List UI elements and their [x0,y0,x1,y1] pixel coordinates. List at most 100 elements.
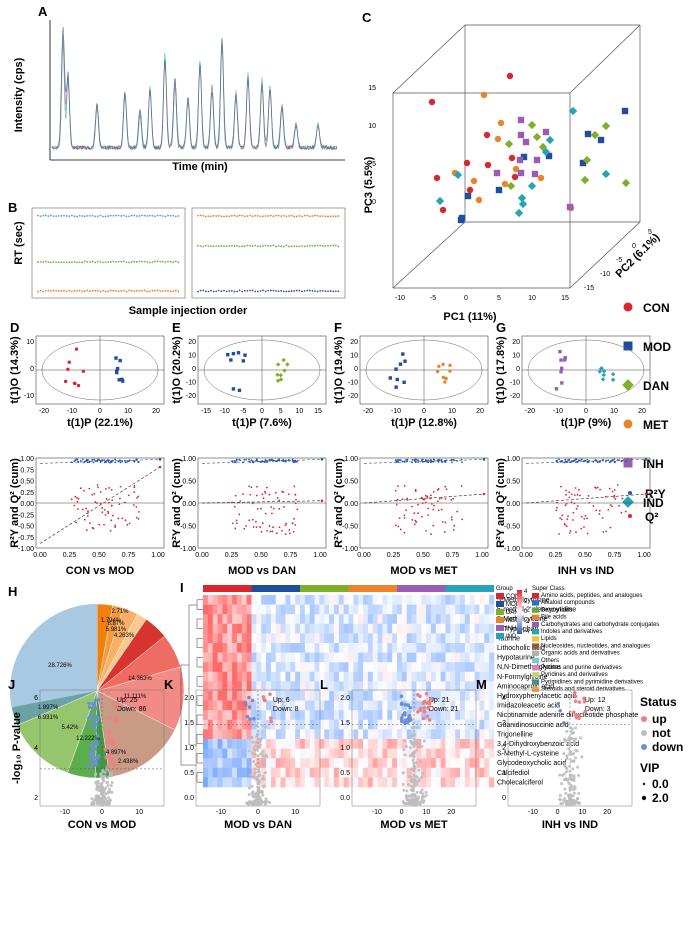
q2-point [421,502,424,505]
r2y-point [432,460,435,463]
rt-point [238,245,241,248]
y-tick: 0 [354,366,358,373]
heatmap-cell [416,758,422,769]
heatmap-cell [285,604,291,615]
heatmap-cell [435,652,441,663]
heatmap-cell [382,652,388,663]
q2-point [126,523,129,526]
rt-point [321,215,324,217]
r2y-point [75,458,78,461]
volcano-point-down [93,728,98,733]
heatmap-cell [377,739,383,749]
q2-regression [201,500,323,504]
heatmap-cell [304,595,310,605]
heatmap-cell [445,758,451,769]
heatmap-cell [387,623,393,634]
rt-point [275,214,277,217]
rt-point [159,214,162,217]
x-tick: -10 [60,809,70,816]
heatmap-cell [236,681,243,692]
heatmap-cell [440,662,446,673]
heatmap-cell [207,662,213,673]
volcano-point-not [108,787,112,791]
heatmap-cell [266,633,272,644]
q2-point [271,530,274,533]
heatmap-cell [256,623,262,634]
heatmap-cell [401,691,407,701]
rt-point [47,289,50,292]
volcano-point-up [103,747,108,752]
heatmap-cell [314,652,320,663]
heatmap-cell [275,691,281,701]
x-tick: 10 [448,408,456,415]
q2-point [284,524,287,527]
heatmap-cell [421,691,427,701]
r2y-point [573,459,576,462]
y-tick: 1.0 [340,745,350,752]
heatmap-cell [275,719,281,730]
r2y-point [284,459,287,462]
heatmap-cell [217,758,223,769]
q2-point [598,509,601,512]
rt-point [148,261,151,264]
heatmap-cell [266,758,272,769]
heatmap-cell [469,767,475,778]
r2y-point [461,461,463,464]
q2-point [430,503,433,505]
rt-point [228,215,231,218]
heatmap-cell [280,643,286,653]
heatmap-cell [440,643,446,653]
r2y-point [291,460,294,462]
heatmap-cell [266,729,272,740]
heatmap-cell [319,595,325,605]
rt-point [233,244,236,247]
volcano-point-down [403,703,408,707]
volcano-point-down [96,697,101,702]
superclass-item: Nucleosides, nucleotides, and analogues [541,643,650,649]
heatmap-cell [280,758,286,769]
heatmap-cell [406,777,412,788]
y-tick: -0.75 [18,535,34,542]
heatmap-cell [217,691,223,701]
panel-letter: J [8,677,15,692]
comparison-title: MOD vs DAN [228,565,296,577]
y-axis-label: RT (sec) [13,221,25,265]
vip-label: 2.0 [652,791,669,805]
heatmap-cell [304,758,310,769]
heatmap-cell [435,681,441,692]
heatmap-cell [358,671,364,682]
volcano-point-not [107,801,111,805]
q2-point [406,498,409,501]
chromatogram-trace [51,26,338,151]
rt-point [285,290,288,293]
heatmap-cell [295,777,301,788]
perm-panel-e: R²Y and Q² (cum) 1.000.500.00-0.50-1.000.… [171,456,327,577]
heatmap-cell [450,614,456,625]
pca-point-dan [590,130,600,140]
heatmap-cell [440,758,446,769]
heatmap-cell [338,681,344,692]
heatmap-cell [397,739,403,749]
volcano-point-not [403,739,407,743]
heatmap-cell [406,767,412,778]
heatmap-cell [469,748,475,759]
heatmap-cell [469,662,475,673]
heatmap-cell [227,633,233,644]
q2-point [79,487,82,490]
q2-point [110,519,113,522]
heatmap-cell [363,652,369,663]
heatmap-cell [295,662,301,673]
heatmap-cell [469,652,475,663]
heatmap-cell [222,595,228,605]
heatmap-cell [358,767,364,778]
heatmap-cell [246,710,252,721]
heatmap-cell [246,662,252,673]
volcano-point-not [250,791,254,795]
y-tick: 0.25 [20,490,34,497]
heatmap-cell [280,662,286,673]
r2y-point [450,459,453,462]
heatmap-cell [367,623,374,634]
q2-point [427,507,429,510]
heatmap-cell [367,681,374,692]
heatmap-cell [469,691,475,701]
